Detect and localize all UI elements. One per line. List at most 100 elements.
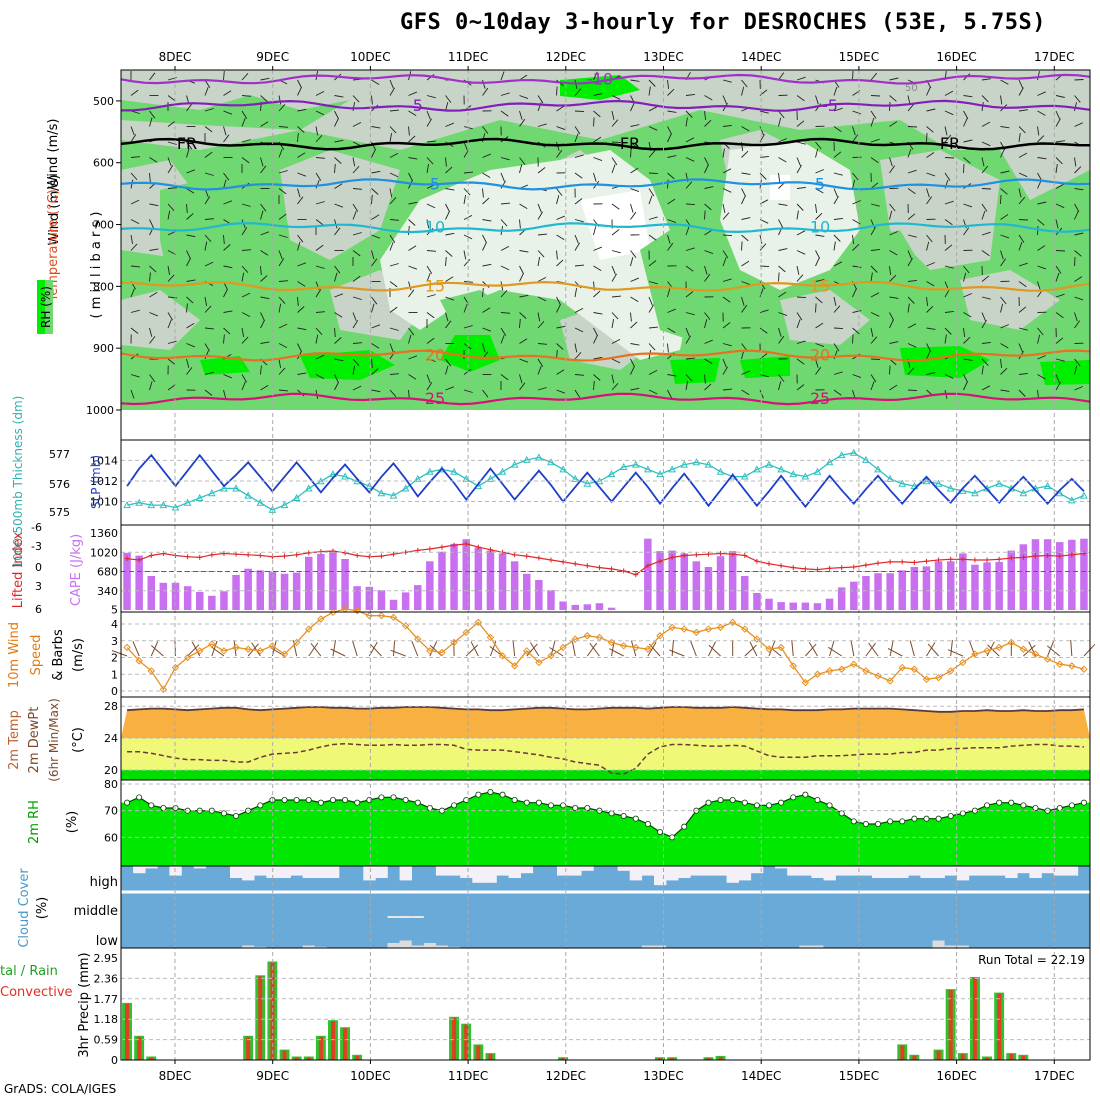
wind-barb	[408, 91, 417, 96]
wind-barb	[759, 309, 769, 313]
rh2m-marker	[378, 794, 385, 801]
cape-bar	[656, 551, 664, 610]
wind-barb	[260, 385, 269, 391]
wind-barb	[1055, 110, 1061, 120]
wind-speed-marker	[123, 643, 131, 652]
wind-barb	[519, 250, 529, 253]
wind-barb	[741, 150, 749, 158]
cape-bar	[414, 585, 422, 610]
wind-speed-marker	[547, 652, 555, 660]
thickness-marker	[740, 472, 749, 480]
wind-barb	[722, 234, 733, 237]
wind-barb	[981, 358, 989, 366]
cape-bar	[886, 573, 894, 610]
wind-barb	[500, 71, 505, 81]
li-marker	[669, 554, 675, 560]
cloud-high-gap	[799, 866, 812, 876]
li-tick-label: 6	[35, 603, 42, 616]
cloud-high-gap	[823, 866, 836, 881]
wind-barb-10m	[352, 640, 358, 657]
wind-barb	[130, 126, 135, 136]
wind-barb	[408, 245, 417, 251]
wind-barb	[796, 157, 801, 166]
cape-bar	[450, 543, 458, 610]
wind-barb	[741, 126, 750, 132]
wind-barbs	[130, 70, 1084, 400]
wind-barb	[130, 288, 135, 298]
wind-barb	[630, 358, 636, 368]
wind-barb	[889, 319, 894, 329]
wind-barb	[574, 110, 585, 113]
wind-barb	[593, 226, 597, 236]
wind-barb	[389, 234, 396, 243]
rh2m-marker	[729, 797, 736, 804]
wind-barb	[334, 327, 336, 338]
wind-barb	[389, 126, 397, 134]
wind-barb	[833, 188, 838, 197]
wind-barb	[926, 196, 933, 205]
wind-barb	[574, 198, 583, 205]
cloud-level-label: low	[96, 934, 119, 949]
wind-barb	[611, 203, 620, 210]
cloud-high-gap	[472, 866, 485, 883]
wind-barb	[963, 272, 967, 282]
wind-barb	[260, 265, 262, 276]
wind-barb	[574, 307, 584, 313]
cloud-high-gap	[811, 866, 824, 878]
wind-barb	[685, 117, 688, 127]
precip-convective-bar	[1009, 1054, 1014, 1060]
wind-barb	[186, 203, 188, 214]
temp-tick-label: 24	[104, 732, 118, 745]
wind-barb	[223, 234, 225, 245]
li-marker	[754, 558, 760, 564]
axis-label-cape: CAPE (J/kg)	[69, 534, 84, 606]
wind-barb	[963, 336, 971, 344]
wind-barb	[463, 303, 468, 313]
wind-barb	[1000, 214, 1009, 220]
wind-barb	[1037, 91, 1046, 96]
cloud-high-gap	[290, 866, 303, 876]
wind-barb	[630, 124, 640, 127]
wind-barb-10m	[370, 643, 382, 657]
wind-barb	[759, 172, 767, 180]
wind-barb	[371, 358, 373, 369]
precip-tick-label: 0.59	[94, 1034, 119, 1047]
rh2m-marker	[463, 797, 470, 804]
wind-barb	[130, 172, 138, 181]
wind-barb	[149, 72, 156, 81]
wind-barb	[278, 188, 287, 195]
wind-barb	[167, 141, 177, 145]
wind-barb	[204, 196, 211, 205]
cape-bar	[317, 553, 325, 610]
wind-barb	[445, 166, 453, 174]
cape-bar	[498, 553, 507, 610]
wind-barb	[1018, 188, 1022, 198]
rh2m-marker	[342, 797, 349, 804]
wind-barb	[260, 231, 270, 236]
li-marker	[839, 565, 845, 571]
li-marker	[645, 563, 651, 569]
wind-barb-10m	[926, 642, 936, 657]
rh2m-marker	[887, 818, 894, 825]
thickness-marker	[522, 455, 531, 463]
li-marker	[209, 552, 215, 558]
wind-barb	[667, 133, 672, 143]
wind-barb	[981, 141, 991, 147]
wind-barb	[334, 293, 344, 298]
cloud-high-gap	[993, 866, 1006, 876]
wind-speed-marker	[268, 642, 277, 650]
wind-barb	[519, 110, 523, 120]
li-marker	[1069, 552, 1075, 558]
rh2m-marker	[390, 794, 397, 801]
wind-speed-marker	[498, 652, 507, 660]
wind-barb	[315, 126, 319, 136]
precip-convective-bar	[258, 976, 263, 1060]
wind-barb	[315, 157, 326, 159]
cape-bar	[947, 561, 955, 610]
wind-barb	[907, 126, 918, 128]
rh2m-marker	[426, 805, 433, 812]
wind-barb	[741, 343, 748, 351]
wind-barb	[500, 180, 506, 189]
wind-barb	[241, 381, 246, 391]
wind-barb	[445, 211, 450, 220]
